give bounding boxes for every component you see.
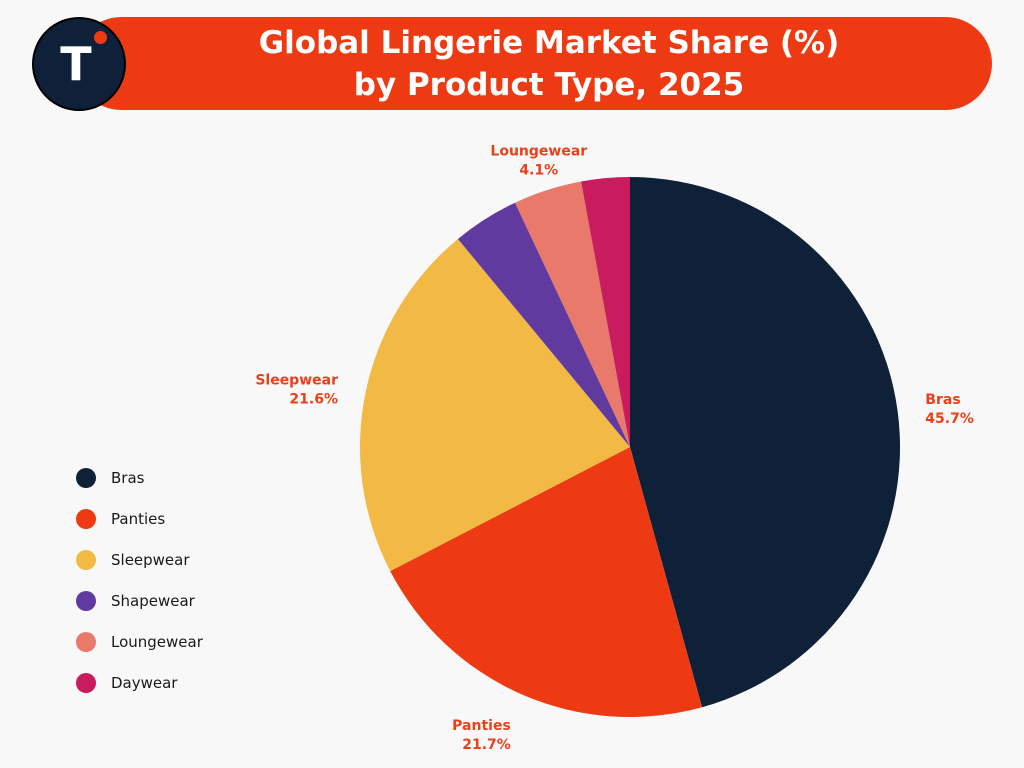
legend-label-panties: Panties <box>111 510 166 528</box>
pie-slice-daywear <box>581 177 630 447</box>
legend-label-daywear: Daywear <box>111 674 178 692</box>
pie-slices <box>359 177 901 718</box>
legend-marker-daywear <box>76 673 96 693</box>
slice-value-bras: 45.7% <box>925 411 974 427</box>
legend-label-sleepwear: Sleepwear <box>111 551 190 569</box>
brand-logo-letter: T <box>60 37 92 91</box>
slice-value-loungewear: 4.1% <box>519 162 558 178</box>
legend-marker-loungewear <box>76 632 96 652</box>
slice-label-bras: Bras <box>925 392 960 408</box>
legend-marker-shapewear <box>76 591 96 611</box>
pie-slice-sleepwear <box>359 238 630 572</box>
legend-marker-panties <box>76 509 96 529</box>
legend-label-bras: Bras <box>111 469 145 487</box>
legend-label-shapewear: Shapewear <box>111 592 195 610</box>
chart-title-line-2: by Product Type, 2025 <box>353 66 745 103</box>
pie-labels: Bras 45.7% Panties 21.7% Sleepwear 21.6% Loung… <box>255 143 974 753</box>
pie-slice-bras <box>630 177 901 708</box>
brand-logo: T <box>32 17 126 111</box>
pie-slice-loungewear <box>515 181 630 447</box>
chart-title: Global Lingerie Market Share (%) by Prod… <box>75 17 1023 110</box>
slice-label-loungewear: Loungewear <box>490 143 587 159</box>
legend-marker-sleepwear <box>76 550 96 570</box>
brand-logo-dot <box>94 31 107 44</box>
slice-label-sleepwear: Sleepwear <box>255 373 338 389</box>
legend-label-loungewear: Loungewear <box>111 633 203 651</box>
slice-value-sleepwear: 21.6% <box>289 392 338 408</box>
pie-slice-shapewear <box>457 202 630 447</box>
slice-value-panties: 21.7% <box>462 737 511 753</box>
chart-title-line-1: Global Lingerie Market Share (%) <box>258 24 840 61</box>
pie-slice-panties <box>390 447 703 718</box>
slice-label-panties: Panties <box>452 718 511 734</box>
title-banner <box>75 17 992 110</box>
legend-marker-bras <box>76 468 96 488</box>
